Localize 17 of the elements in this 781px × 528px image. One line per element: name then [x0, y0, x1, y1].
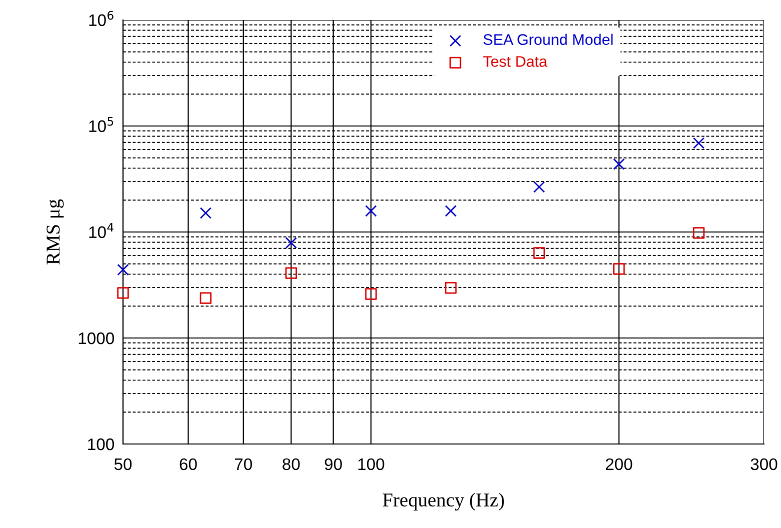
legend-label: Test Data	[483, 56, 548, 67]
y-tick-label: 10$^{6}$	[89, 10, 114, 26]
y-tick-label: 10$^{4}$	[89, 223, 114, 238]
y-tick-label: 1000	[78, 332, 114, 344]
x-tick-label: 60	[180, 458, 197, 470]
x-tick-label: 100	[358, 458, 384, 470]
x-tick-label: 80	[282, 458, 300, 470]
y-axis-title: RMS μg	[46, 199, 64, 264]
x-tick-label: 90	[324, 458, 342, 470]
x-tick-label: 200	[606, 458, 632, 470]
x-axis-title: Frequency (Hz)	[382, 492, 504, 511]
y-tick-label: 100	[88, 438, 114, 450]
x-tick-label: 50	[114, 458, 132, 470]
y-tick-label: 10$^{5}$	[89, 117, 114, 132]
x-tick-label: 70	[234, 458, 252, 470]
x-tick-label: 300	[750, 458, 778, 470]
legend-label: SEA Ground Model	[484, 34, 613, 45]
